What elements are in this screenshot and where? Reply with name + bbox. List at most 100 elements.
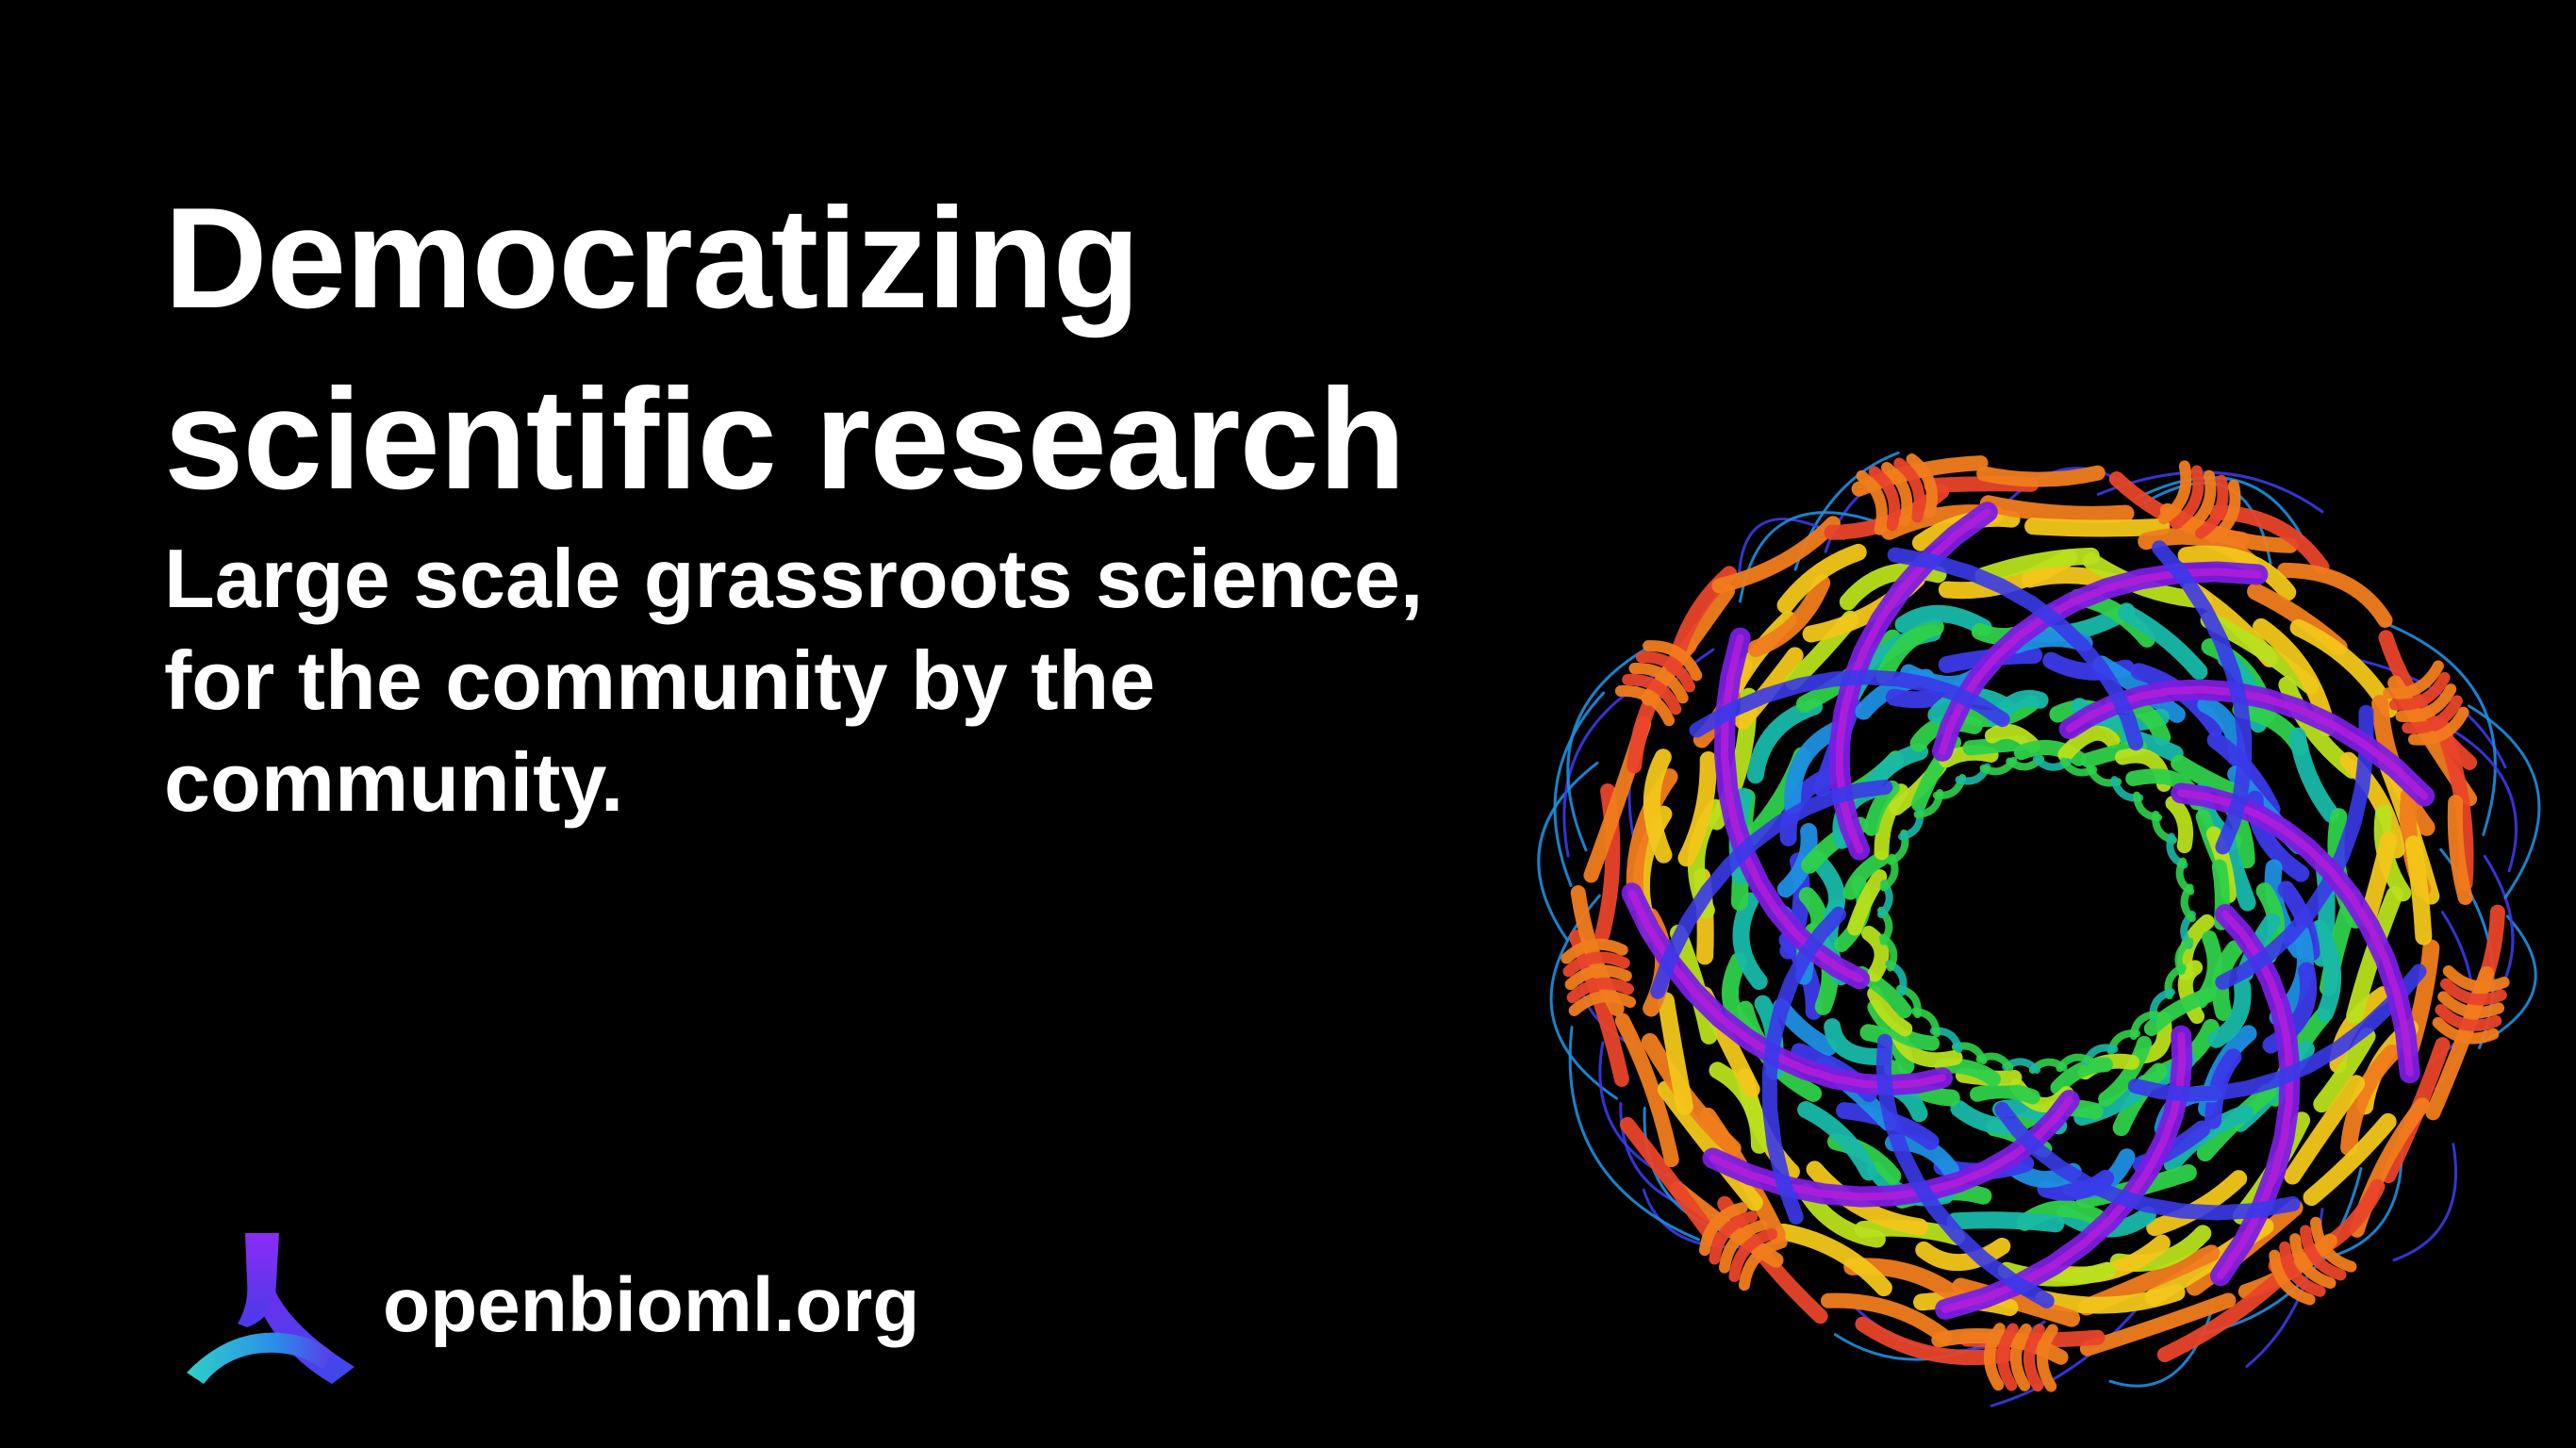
ribbon-strand — [2098, 1035, 2153, 1107]
ribbon-strand — [1874, 783, 1909, 861]
protein-ring — [1537, 451, 2541, 1407]
ribbon-strand — [1635, 651, 1695, 693]
ribbon-strand — [2289, 1233, 2337, 1290]
ribbon-strand — [2447, 795, 2473, 906]
page-title: Democratizing scientific research — [164, 168, 1406, 530]
ribbon-strand — [1560, 938, 1628, 964]
ribbon-strand — [2171, 754, 2243, 801]
ribbon-strand — [2340, 1044, 2401, 1157]
ribbon-strand — [2300, 1225, 2347, 1281]
ribbon-strand — [1887, 547, 2144, 751]
ribbon-strand — [1946, 1211, 2065, 1233]
ribbon-strand — [1732, 892, 1768, 991]
ribbon-strand — [1718, 1219, 1768, 1274]
ribbon-strand — [2313, 1028, 2376, 1113]
ribbon-strand — [2402, 695, 2463, 734]
ribbon-strand — [1775, 1223, 1892, 1297]
ribbon-strand — [1979, 495, 2135, 523]
ribbon-strand — [2279, 1241, 2326, 1297]
ribbon-strand — [2207, 978, 2252, 1048]
ribbon-strand — [1628, 663, 1689, 704]
brand-block: openbioml.org — [181, 1226, 919, 1386]
ribbon-strand — [1824, 1018, 1893, 1066]
subtitle-line-1: Large scale grassroots science, — [164, 532, 1424, 625]
ribbon-strand — [1915, 1237, 2011, 1272]
ribbon-strand — [1984, 1323, 2006, 1391]
ribbon-strand — [2440, 978, 2507, 1006]
ribbon-strand — [2215, 704, 2374, 990]
ribbon-strand — [2303, 1112, 2397, 1207]
ribbon-strand — [1875, 1033, 2055, 1308]
ribbon-strand — [1614, 684, 1676, 727]
openbioml-logo-icon — [187, 1233, 355, 1384]
ribbon-strand — [2404, 835, 2433, 946]
ribbon-strand — [1881, 461, 1913, 527]
subtitle: Large scale grassroots science, for the … — [164, 528, 1673, 833]
ribbon-strand — [1797, 1101, 1877, 1181]
ribbon-strand — [1711, 516, 1841, 594]
ribbon-strand — [1997, 1323, 2019, 1391]
subtitle-line-2: for the community by the — [164, 634, 1156, 727]
ribbon-strand — [2388, 671, 2451, 711]
ribbon-strand — [1906, 453, 1938, 518]
ribbon-strand — [2346, 886, 2403, 1025]
ribbon-strand — [1820, 1292, 1953, 1345]
ribbon-strand — [1568, 1026, 1701, 1242]
ribbon-strand — [2288, 727, 2340, 823]
ribbon-strand — [1738, 1237, 1788, 1292]
ribbon-strand — [2310, 1216, 2357, 1273]
ribbon-strand — [1976, 465, 2105, 487]
ribbon-strand — [2050, 1057, 2113, 1095]
ribbon-strand — [1861, 926, 1890, 982]
ribbon-strand — [2442, 964, 2510, 993]
ribbon-strand — [2010, 1323, 2032, 1391]
ribbon-strand — [1847, 868, 1888, 936]
ribbon-strand — [2382, 621, 2497, 836]
ribbon-strand — [2170, 465, 2204, 530]
ribbon-strand — [2432, 1016, 2500, 1045]
ribbon-strand — [2207, 479, 2241, 544]
ribbon-strand — [2177, 545, 2297, 601]
ribbon-strand — [1806, 1160, 1928, 1236]
ribbon-strand — [2194, 474, 2229, 539]
ribbon-strand — [2311, 919, 2341, 1023]
ribbon-strand — [2023, 1324, 2045, 1392]
ribbon-strand — [2277, 562, 2393, 628]
ribbon-strand — [1709, 1061, 1768, 1154]
title-line-2: scientific research — [164, 359, 1406, 519]
ribbon-strand — [2395, 683, 2457, 723]
ribbon-strand — [1614, 1012, 1679, 1168]
ribbon-strand — [2024, 518, 2171, 537]
ribbon-strand — [2152, 540, 2253, 855]
ribbon-strand — [1643, 640, 1703, 682]
ribbon-strand — [2468, 704, 2541, 899]
ribbon-strand — [2057, 725, 2121, 763]
ribbon-strand — [1657, 992, 1693, 1115]
ribbon-strand — [2127, 963, 2427, 1102]
ribbon-strand — [1894, 604, 1992, 636]
ribbon-strand — [2037, 1324, 2058, 1392]
ribbon-strand — [1776, 543, 1867, 615]
ribbon-strand — [1950, 1099, 2019, 1135]
ribbon-strand — [2407, 706, 2469, 746]
ribbon-strand — [1856, 469, 1888, 535]
ribbon-strand — [1650, 779, 1893, 999]
ribbon-strand — [2383, 660, 2444, 699]
ribbon-strand — [1867, 985, 1913, 1037]
ribbon-strand — [1990, 1301, 2143, 1407]
ribbon-strand — [2035, 1284, 2186, 1314]
ribbon-strand — [2157, 460, 2192, 525]
ribbon-strand — [1620, 1116, 1722, 1247]
ribbon-strand — [1553, 691, 1606, 888]
subtitle-line-3: community. — [164, 735, 624, 829]
ribbon-strand — [1564, 964, 1632, 991]
ribbon-strand — [1562, 951, 1630, 978]
ribbon-strand — [1689, 669, 2010, 738]
ribbon-strand — [1875, 618, 1944, 685]
ribbon-strand — [1784, 719, 1847, 815]
ribbon-strand — [1994, 1101, 2301, 1221]
ribbon-strand — [2204, 1048, 2242, 1129]
ribbon-strand — [1842, 850, 1890, 900]
ribbon-strand — [2482, 914, 2537, 1044]
